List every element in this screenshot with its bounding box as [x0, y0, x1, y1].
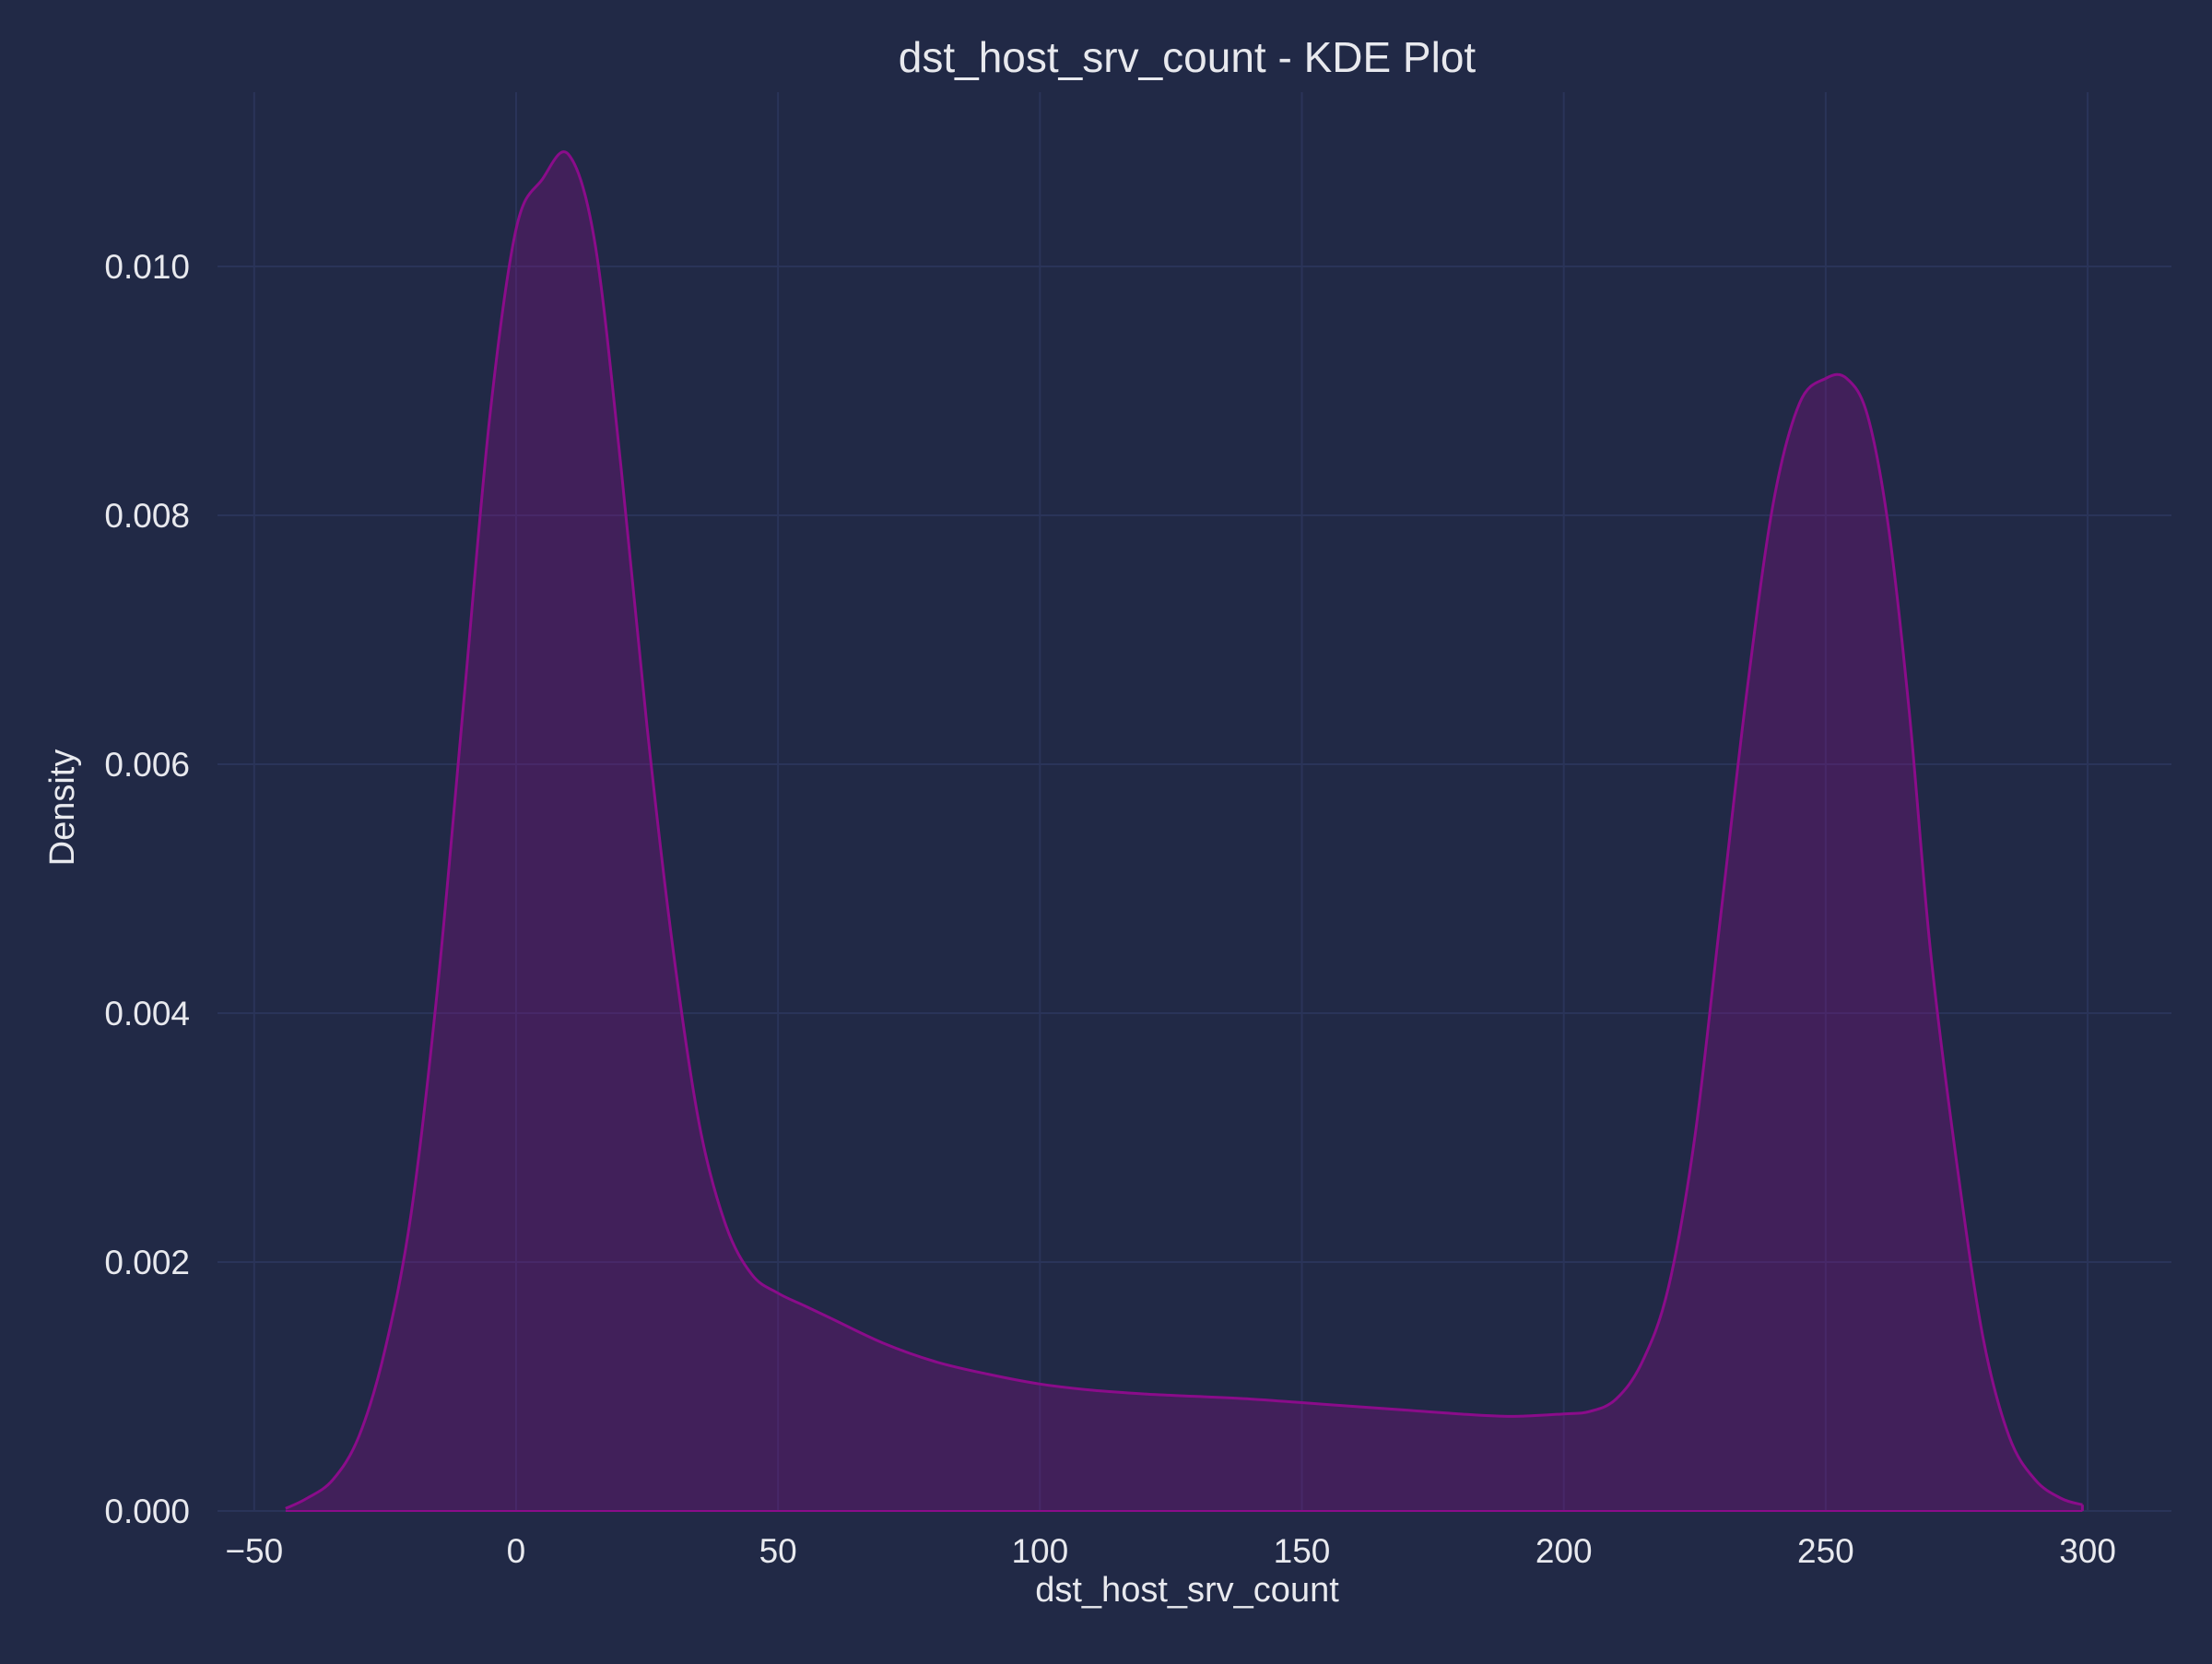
x-tick-label: −50 [225, 1532, 283, 1570]
chart-title: dst_host_srv_count - KDE Plot [899, 33, 1477, 81]
grid-lines [218, 92, 2171, 1512]
y-tick-label: 0.010 [104, 248, 190, 286]
x-tick-label: 100 [1011, 1532, 1068, 1570]
x-tick-label: 50 [759, 1532, 797, 1570]
x-axis-label: dst_host_srv_count [1035, 1571, 1339, 1610]
density-fill [285, 151, 2083, 1512]
y-tick-label: 0.008 [104, 497, 190, 535]
density-line [285, 150, 2083, 1510]
tick-labels: −50 0 50 100 150 200 250 300 0.000 0.002 0.004 0.00… [104, 248, 2116, 1570]
x-tick-label: 0 [507, 1532, 526, 1570]
x-tick-label: 200 [1535, 1532, 1593, 1570]
y-axis-label: Density [43, 749, 82, 867]
x-tick-label: 150 [1274, 1532, 1331, 1570]
density-area-layer [285, 150, 2084, 1512]
x-tick-label: 250 [1797, 1532, 1854, 1570]
y-tick-label: 0.004 [104, 995, 190, 1033]
x-tick-label: 300 [2059, 1532, 2116, 1570]
y-tick-label: 0.002 [104, 1244, 190, 1281]
y-tick-label: 0.000 [104, 1493, 190, 1530]
y-tick-label: 0.006 [104, 746, 190, 784]
